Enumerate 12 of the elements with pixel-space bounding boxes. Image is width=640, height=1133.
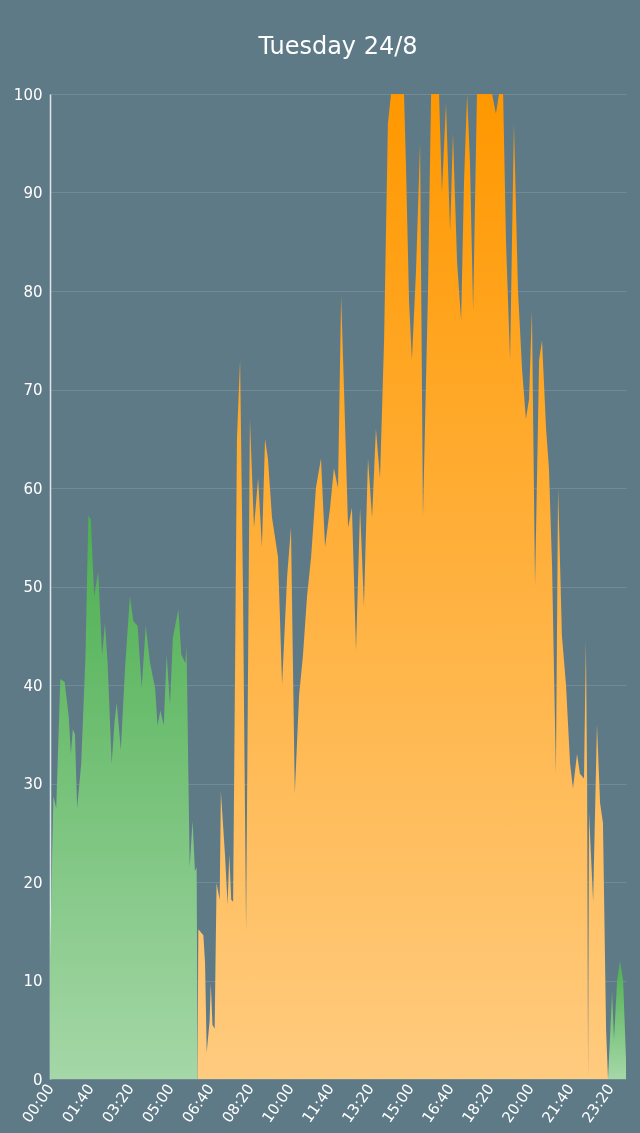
y-tick-label: 0 [32, 1070, 43, 1089]
y-tick-label: 80 [23, 282, 43, 301]
y-tick-label: 10 [23, 972, 43, 990]
y-tick-label: 30 [23, 775, 43, 793]
chart-title: Tuesday 24/8 [257, 32, 418, 60]
y-tick-label: 100 [13, 85, 43, 104]
y-tick-label: 70 [23, 381, 43, 399]
y-tick-label: 90 [23, 184, 43, 202]
y-tick-label: 60 [23, 479, 43, 498]
y-tick-label: 20 [23, 873, 43, 892]
y-tick-label: 40 [23, 676, 43, 695]
y-tick-label: 50 [23, 578, 43, 596]
